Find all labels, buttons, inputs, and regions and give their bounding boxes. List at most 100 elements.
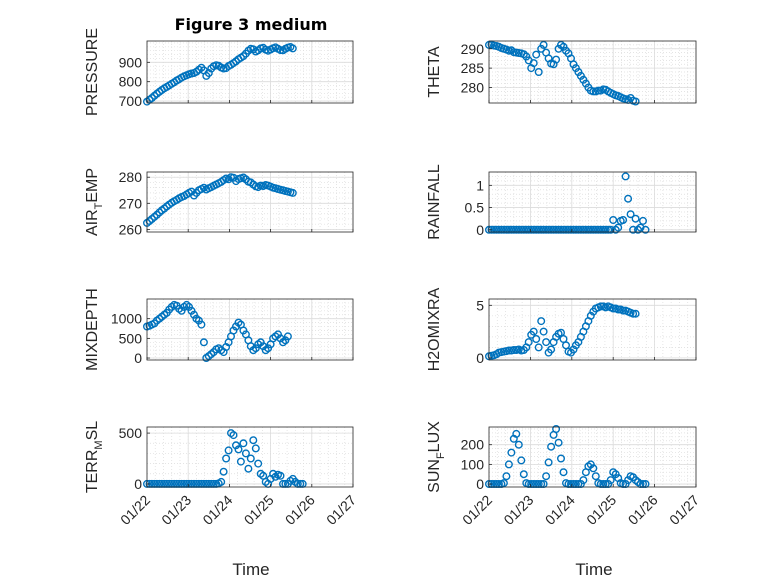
data-point <box>239 439 248 448</box>
subplot-air-temp: 260 270 280 AIRTEMP <box>84 168 354 237</box>
data-point <box>219 467 228 476</box>
plot-area <box>147 427 353 487</box>
data-point <box>527 225 536 234</box>
subplot-sun-flux: 0 100 200 01/22 01/23 01/24 01/25 01/26 01/27 SUN… <box>426 421 702 528</box>
data-point <box>621 172 630 181</box>
x-tick-label: 01/26 <box>625 492 661 528</box>
plot-area <box>147 172 353 232</box>
y-tick-label: 0 <box>134 476 142 492</box>
y-tick-label: 270 <box>119 195 143 211</box>
subplot-pressure: 700 800 900 PRESSURE <box>84 28 354 116</box>
data-point <box>569 225 578 234</box>
subplot-mixdepth: 0 500 1000 MIXDEPTH <box>84 288 354 371</box>
data-point <box>509 346 518 355</box>
data-point <box>549 225 558 234</box>
y-tick-label: 0 <box>476 350 484 366</box>
x-tick-label: 01/27 <box>323 492 359 528</box>
axes-frame <box>488 426 697 488</box>
y-tick-label: 800 <box>119 74 143 90</box>
x-tick-label: 01/24 <box>199 492 235 528</box>
data-point <box>631 309 640 318</box>
data-point <box>539 40 548 49</box>
y-axis-label: TERRMSL <box>84 421 105 493</box>
data-point <box>276 471 285 480</box>
x-tick-label: 01/25 <box>241 492 277 528</box>
data-point <box>539 327 548 336</box>
data-point <box>547 442 556 451</box>
data-point <box>594 225 603 234</box>
y-axis-label: RAINFALL <box>426 164 443 240</box>
y-axis-label: THETA <box>426 46 443 98</box>
y-tick-label: 200 <box>461 437 485 453</box>
x-tick-label: 01/23 <box>158 492 194 528</box>
data-point <box>497 225 506 234</box>
data-point <box>532 335 541 344</box>
data-point <box>254 459 263 468</box>
x-axis-title-left: Time <box>232 560 269 579</box>
data-point <box>502 225 511 234</box>
data-point <box>194 316 203 325</box>
data-point <box>224 175 233 184</box>
data-point <box>519 225 528 234</box>
y-tick-label: 100 <box>461 456 485 472</box>
data-point <box>614 305 623 314</box>
data-point <box>249 436 258 445</box>
data-point <box>562 225 571 234</box>
y-tick-label: 260 <box>119 221 143 237</box>
data-point <box>631 214 640 223</box>
data-point <box>554 44 563 53</box>
data-point <box>197 320 206 329</box>
data-point <box>609 304 618 313</box>
data-point <box>229 326 238 335</box>
y-tick-label: 280 <box>119 169 143 185</box>
x-tick-label: 01/22 <box>117 492 153 528</box>
data-point <box>492 225 501 234</box>
data-point <box>246 342 255 351</box>
data-point <box>288 44 297 53</box>
data-point <box>619 215 628 224</box>
data-point <box>499 479 508 488</box>
data-point <box>534 225 543 234</box>
data-point <box>576 225 585 234</box>
data-point <box>591 472 600 481</box>
y-axis-label: H2OMIXRA <box>426 287 443 371</box>
data-point <box>504 460 513 469</box>
data-point <box>507 225 516 234</box>
data-point <box>606 476 615 485</box>
data-point <box>589 87 598 96</box>
data-point <box>224 446 233 455</box>
plot-area <box>489 172 696 232</box>
data-point <box>529 59 538 68</box>
data-point <box>537 44 546 53</box>
data-point <box>234 445 243 454</box>
data-point <box>559 468 568 477</box>
data-point <box>567 225 576 234</box>
data-point <box>504 225 513 234</box>
axes-frame <box>146 426 354 488</box>
data-point <box>557 225 566 234</box>
x-tick-label: 01/24 <box>542 492 578 528</box>
x-tick-label: 01/26 <box>282 492 318 528</box>
axes-frame <box>488 298 697 361</box>
data-point <box>251 444 260 453</box>
data-point <box>514 225 523 234</box>
x-tick-label: 01/25 <box>583 492 619 528</box>
data-point <box>199 338 208 347</box>
data-point <box>614 223 623 232</box>
data-point <box>241 449 250 458</box>
data-point <box>512 429 521 438</box>
data-point <box>231 441 240 450</box>
x-tick-label: 01/27 <box>666 492 702 528</box>
axes-frame <box>146 171 354 233</box>
data-point <box>596 302 605 311</box>
data-point <box>246 454 255 463</box>
data-point <box>591 225 600 234</box>
data-point <box>524 338 533 347</box>
data-point <box>519 470 528 479</box>
data-point <box>581 225 590 234</box>
axes-frame <box>488 171 697 233</box>
data-point <box>517 456 526 465</box>
data-point <box>584 225 593 234</box>
y-tick-label: 290 <box>461 41 485 57</box>
